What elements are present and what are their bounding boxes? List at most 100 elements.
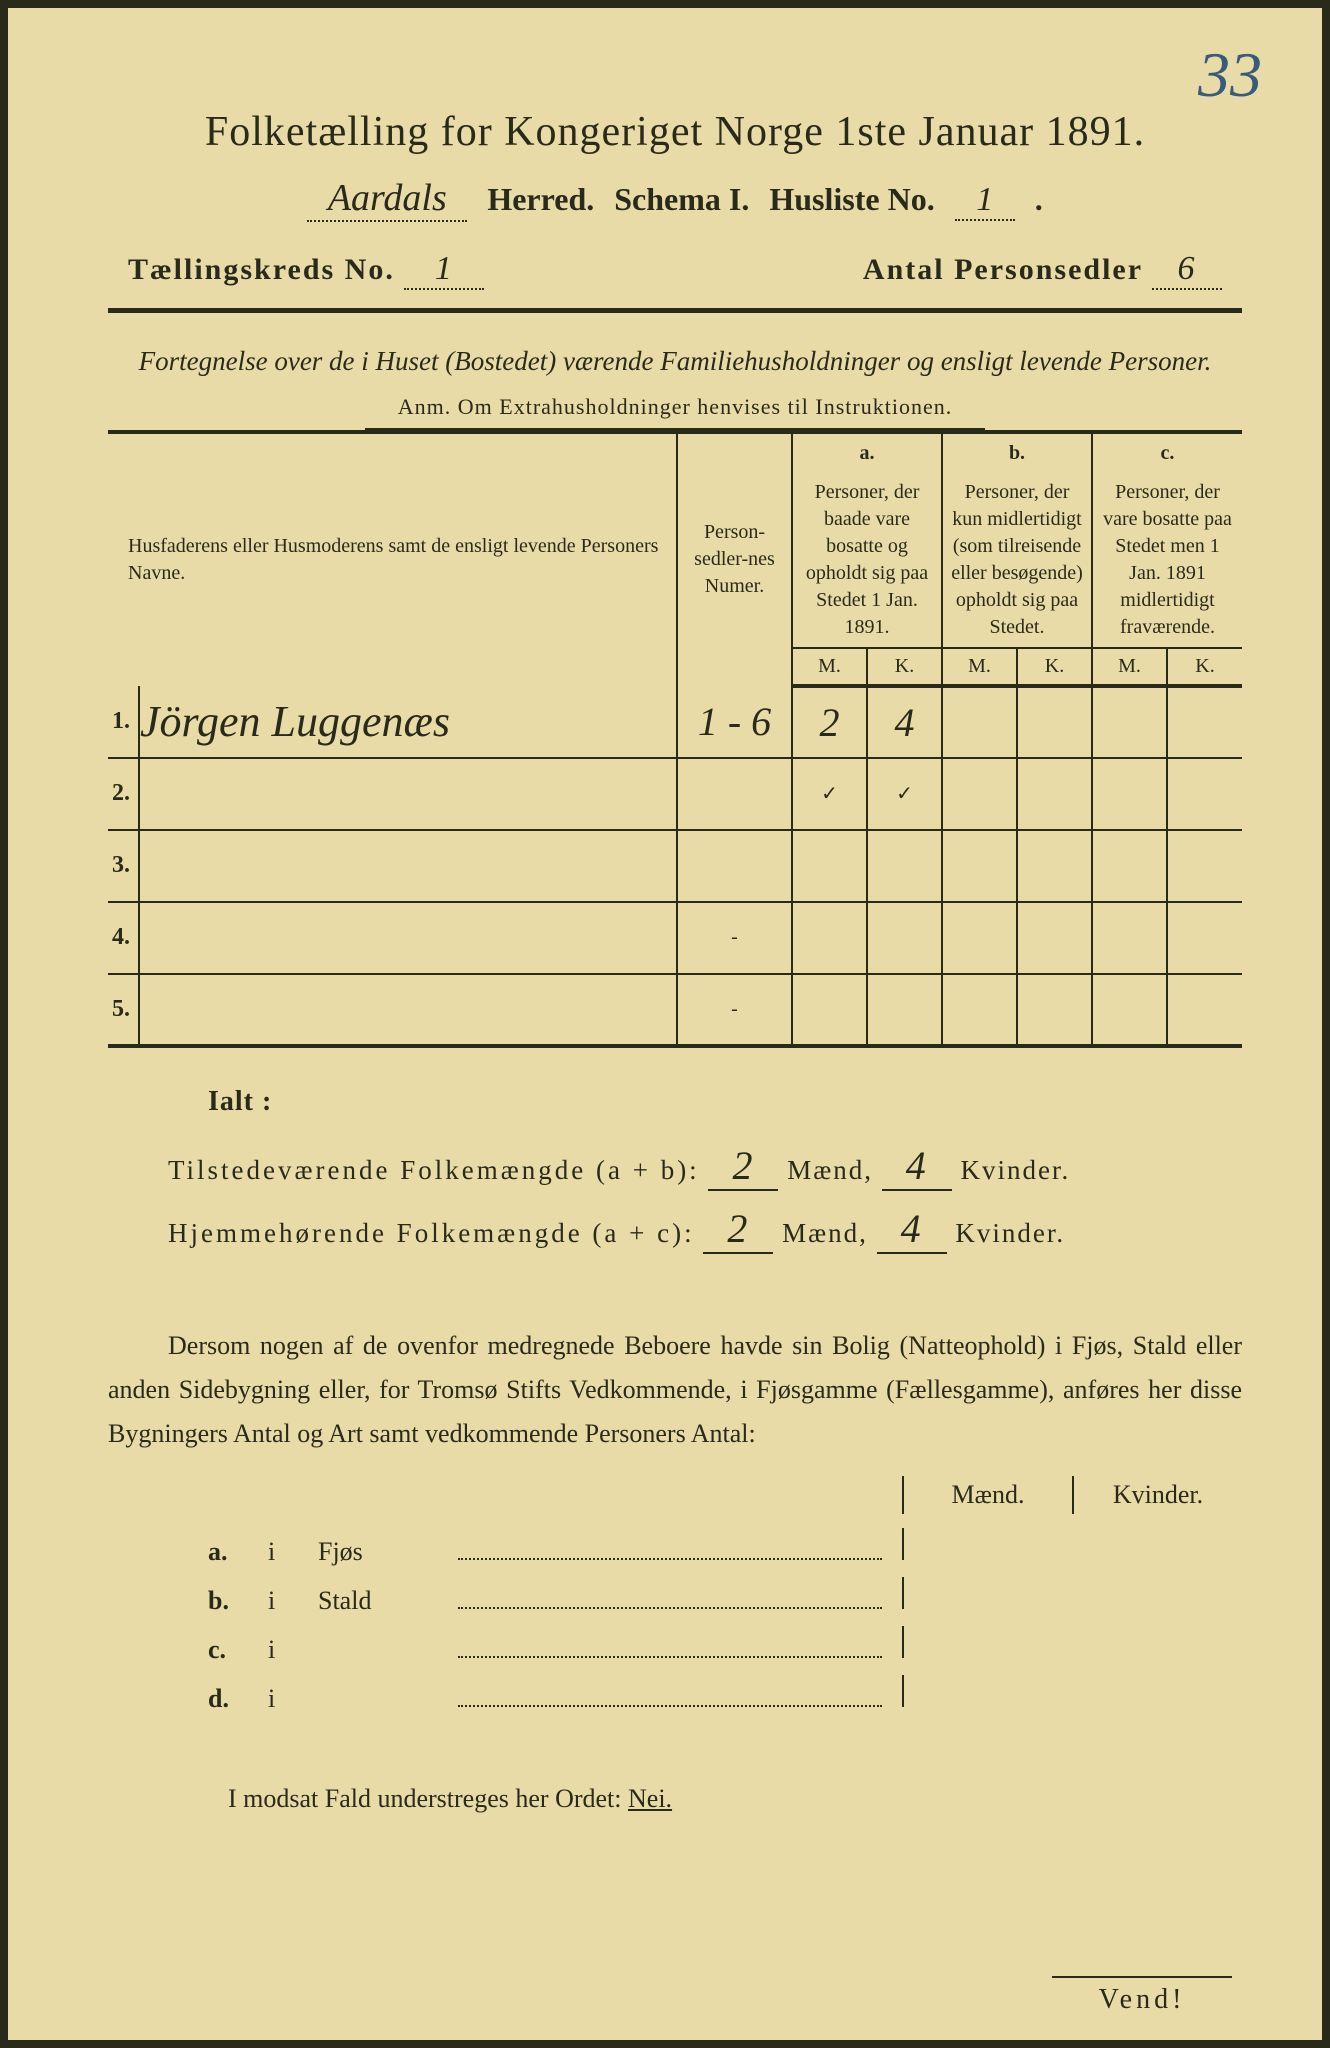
building-row: a.i Fjøs bbox=[208, 1528, 1242, 1567]
herred-label: Herred. bbox=[487, 181, 594, 218]
cell bbox=[1017, 830, 1092, 902]
row-name bbox=[139, 974, 677, 1046]
census-form-page: 33 Folketælling for Kongeriget Norge 1st… bbox=[0, 0, 1330, 2048]
cell: ✓ bbox=[792, 758, 867, 830]
rule-1 bbox=[108, 308, 1242, 313]
kreds-label: Tællingskreds No. bbox=[128, 253, 395, 286]
cell bbox=[1167, 902, 1242, 974]
cell bbox=[942, 758, 1017, 830]
ialt-label: Ialt : bbox=[208, 1086, 1242, 1118]
row-name bbox=[139, 830, 677, 902]
cell bbox=[1167, 830, 1242, 902]
cell: - bbox=[677, 974, 792, 1046]
cell bbox=[1092, 830, 1167, 902]
kvinder-col: Kvinder. bbox=[1072, 1476, 1242, 1514]
totals-line-2: Hjemmehørende Folkemængde (a + c): 2 Mæn… bbox=[168, 1205, 1242, 1254]
husliste-value: 1 bbox=[955, 181, 1015, 221]
cell bbox=[1017, 686, 1092, 758]
cell bbox=[792, 974, 867, 1046]
col-c-head: c. bbox=[1092, 432, 1242, 473]
cell bbox=[1092, 902, 1167, 974]
census-table: Husfaderens eller Husmoderens samt de en… bbox=[108, 430, 1242, 1048]
total-2-m: 2 bbox=[703, 1205, 773, 1254]
cell bbox=[1167, 758, 1242, 830]
personsedler-label: Antal Personsedler bbox=[863, 253, 1143, 286]
total-1-k: 4 bbox=[882, 1142, 952, 1191]
buildings-paragraph: Dersom nogen af de ovenfor medregnede Be… bbox=[108, 1324, 1242, 1457]
cell bbox=[1092, 974, 1167, 1046]
b-m: M. bbox=[942, 648, 1017, 686]
col-b-desc: Personer, der kun midlertidigt (som tilr… bbox=[942, 473, 1092, 648]
row-num: 4. bbox=[108, 902, 139, 974]
cell bbox=[677, 758, 792, 830]
row-num: 3. bbox=[108, 830, 139, 902]
meta-row: Tællingskreds No. 1 Antal Personsedler 6 bbox=[108, 250, 1242, 290]
row-name: Jörgen Luggenæs bbox=[139, 686, 677, 758]
section-heading: Fortegnelse over de i Huset (Bostedet) v… bbox=[108, 341, 1242, 382]
table-row: 3. bbox=[108, 830, 1242, 902]
footer-nei: Nei. bbox=[628, 1784, 672, 1813]
herred-value: Aardals bbox=[307, 176, 467, 222]
cell bbox=[1017, 974, 1092, 1046]
row-num-val: 1 - 6 bbox=[677, 686, 792, 758]
a-k: K. bbox=[867, 648, 942, 686]
row-num: 2. bbox=[108, 758, 139, 830]
cell bbox=[942, 902, 1017, 974]
cell bbox=[867, 830, 942, 902]
col-b-head: b. bbox=[942, 432, 1092, 473]
footer-line: I modsat Fald understreges her Ordet: Ne… bbox=[228, 1784, 1242, 1814]
cell bbox=[1092, 758, 1167, 830]
a-m: M. bbox=[792, 648, 867, 686]
row-name bbox=[139, 902, 677, 974]
building-row: d.i bbox=[208, 1675, 1242, 1714]
b-k: K. bbox=[1017, 648, 1092, 686]
c-k: K. bbox=[1167, 648, 1242, 686]
row-name bbox=[139, 758, 677, 830]
cell bbox=[1092, 686, 1167, 758]
col-a-desc: Personer, der baade vare bosatte og opho… bbox=[792, 473, 942, 648]
cell bbox=[1167, 686, 1242, 758]
husliste-label: Husliste No. bbox=[769, 181, 934, 218]
main-title: Folketælling for Kongeriget Norge 1ste J… bbox=[108, 108, 1242, 156]
table-body: 1. Jörgen Luggenæs 1 - 6 2 4 2. ✓ ✓ bbox=[108, 686, 1242, 1046]
cell bbox=[792, 830, 867, 902]
schema-label: Schema I. bbox=[614, 181, 749, 218]
cell bbox=[942, 830, 1017, 902]
cell: 4 bbox=[867, 686, 942, 758]
col-name-header: Husfaderens eller Husmoderens samt de en… bbox=[108, 432, 677, 686]
mk-header: Mænd. Kvinder. bbox=[108, 1476, 1242, 1514]
maend-col: Mænd. bbox=[902, 1476, 1072, 1514]
cell bbox=[1017, 758, 1092, 830]
table-row: 1. Jörgen Luggenæs 1 - 6 2 4 bbox=[108, 686, 1242, 758]
vend-label: Vend! bbox=[1052, 1976, 1232, 2016]
cell bbox=[1017, 902, 1092, 974]
col-c-desc: Personer, der vare bosatte paa Stedet me… bbox=[1092, 473, 1242, 648]
col-num-header: Person-sedler-nes Numer. bbox=[677, 432, 792, 686]
kreds-value: 1 bbox=[404, 250, 484, 290]
row-num: 5. bbox=[108, 974, 139, 1046]
table-row: 4. - bbox=[108, 902, 1242, 974]
cell: ✓ bbox=[867, 758, 942, 830]
building-list: a.i Fjøs b.i Stald c.i d.i bbox=[108, 1528, 1242, 1714]
cell: 2 bbox=[792, 686, 867, 758]
cell bbox=[942, 686, 1017, 758]
anm-note: Anm. Om Extrahusholdninger henvises til … bbox=[108, 394, 1242, 420]
cell bbox=[867, 974, 942, 1046]
table-row: 5. - bbox=[108, 974, 1242, 1046]
table-row: 2. ✓ ✓ bbox=[108, 758, 1242, 830]
cell bbox=[1167, 974, 1242, 1046]
cell bbox=[792, 902, 867, 974]
personsedler-value: 6 bbox=[1152, 250, 1222, 290]
page-number-handwritten: 33 bbox=[1198, 38, 1262, 112]
c-m: M. bbox=[1092, 648, 1167, 686]
cell bbox=[677, 830, 792, 902]
herred-row: Aardals Herred. Schema I. Husliste No. 1… bbox=[108, 176, 1242, 222]
cell bbox=[867, 902, 942, 974]
cell: - bbox=[677, 902, 792, 974]
total-2-k: 4 bbox=[877, 1205, 947, 1254]
row-num: 1. bbox=[108, 686, 139, 758]
cell bbox=[942, 974, 1017, 1046]
building-row: c.i bbox=[208, 1626, 1242, 1665]
building-row: b.i Stald bbox=[208, 1577, 1242, 1616]
total-1-m: 2 bbox=[708, 1142, 778, 1191]
